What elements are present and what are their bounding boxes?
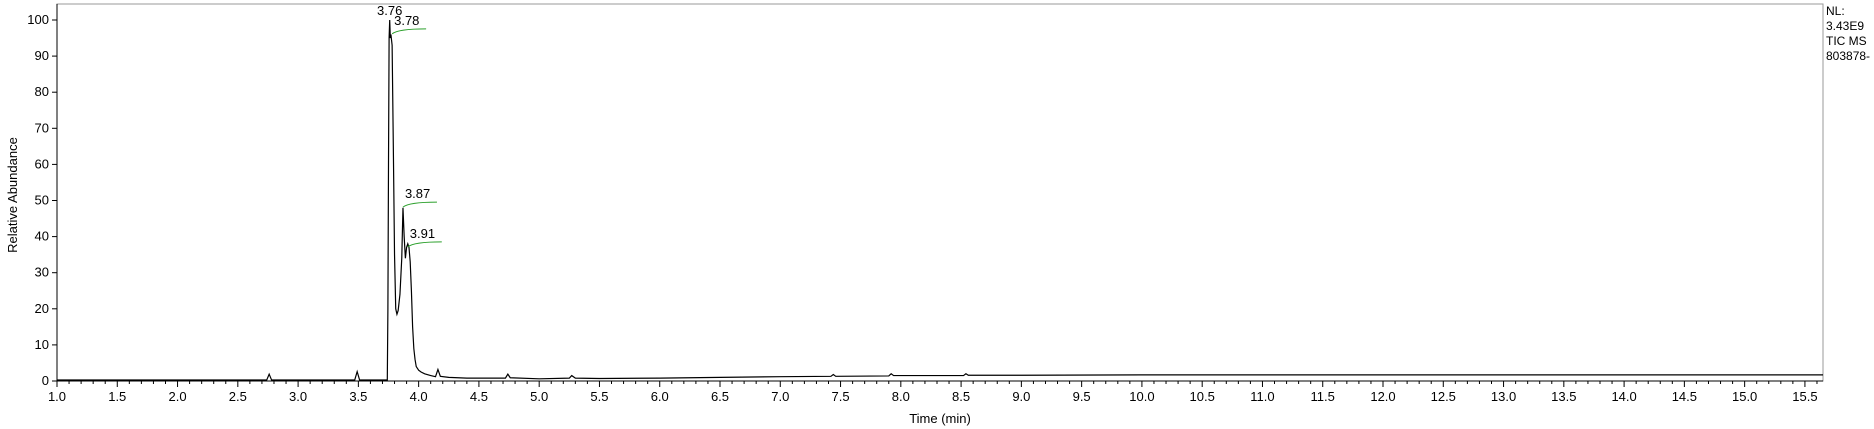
x-tick-label: 11.5: [1311, 389, 1335, 404]
tic-trace-line: [57, 19, 1823, 381]
x-tick-label: 7.0: [771, 389, 789, 404]
y-tick-label: 90: [35, 48, 49, 63]
x-tick-label: 6.0: [651, 389, 669, 404]
x-tick-label: 9.5: [1073, 389, 1091, 404]
scan-filter-label: TIC MS: [1826, 34, 1867, 48]
peak-integration-mark: [391, 28, 427, 35]
x-tick-label: 13.0: [1491, 389, 1516, 404]
y-tick-label: 80: [35, 84, 49, 99]
x-tick-label: 8.5: [952, 389, 970, 404]
x-tick-label: 15.5: [1792, 389, 1817, 404]
y-tick-label: 50: [35, 193, 49, 208]
peak-integration-mark: [407, 241, 442, 248]
x-tick-label: 2.0: [169, 389, 187, 404]
x-tick-label: 4.0: [410, 389, 428, 404]
x-tick-label: 10.0: [1129, 389, 1154, 404]
x-tick-label: 10.5: [1190, 389, 1215, 404]
y-axis-ticks: 0 10 20 30 40 50 60 70 80 90 100: [27, 12, 57, 388]
nl-value: 3.43E9: [1826, 19, 1865, 33]
plot-frame: [56, 3, 1824, 382]
x-tick-label: 1.5: [108, 389, 126, 404]
x-tick-label: 2.5: [229, 389, 247, 404]
x-tick-label: 3.5: [349, 389, 367, 404]
x-tick-label: 3.0: [289, 389, 307, 404]
x-tick-label: 14.0: [1611, 389, 1636, 404]
x-tick-label: 11.0: [1250, 389, 1274, 404]
y-tick-label: 10: [35, 337, 49, 352]
x-tick-label: 8.0: [892, 389, 910, 404]
y-tick-label: 20: [35, 301, 49, 316]
y-axis-title: Relative Abundance: [5, 137, 20, 253]
x-tick-label: 15.0: [1732, 389, 1757, 404]
peak-label: 3.76: [377, 3, 402, 18]
peak-label: 3.78: [394, 13, 419, 28]
x-tick-label: 5.5: [590, 389, 608, 404]
y-tick-label: 100: [27, 12, 49, 27]
peak-label: 3.91: [410, 226, 435, 241]
x-axis-ticks: 1.0 1.5 2.0 2.5 3.0 3.5 4.0 4.5 5.0 5.5 6.0 6.5 7.0 7…: [48, 381, 1818, 404]
x-tick-label: 6.5: [711, 389, 729, 404]
y-tick-label: 60: [35, 156, 49, 171]
x-tick-label: 4.5: [470, 389, 488, 404]
file-id-label: 803878-: [1826, 49, 1871, 63]
nl-label: NL:: [1826, 4, 1845, 18]
y-tick-label: 30: [35, 265, 49, 280]
x-tick-label: 7.5: [832, 389, 850, 404]
peak-integration-mark: [402, 201, 437, 208]
normalization-info: NL: 3.43E9 TIC MS 803878-: [1826, 4, 1874, 64]
x-tick-label: 12.0: [1370, 389, 1395, 404]
x-tick-label: 14.5: [1672, 389, 1697, 404]
y-tick-label: 40: [35, 229, 49, 244]
peak-labels: 3.763.78 3.87 3.91: [377, 3, 442, 248]
x-tick-label: 12.5: [1431, 389, 1456, 404]
x-tick-label: 1.0: [48, 389, 66, 404]
x-tick-label: 9.0: [1012, 389, 1030, 404]
x-tick-label: 5.0: [530, 389, 548, 404]
x-tick-label: 13.5: [1551, 389, 1576, 404]
peak-label: 3.87: [405, 186, 430, 201]
y-tick-label: 70: [35, 120, 49, 135]
x-axis-title: Time (min): [909, 411, 971, 426]
y-tick-label: 0: [42, 373, 49, 388]
